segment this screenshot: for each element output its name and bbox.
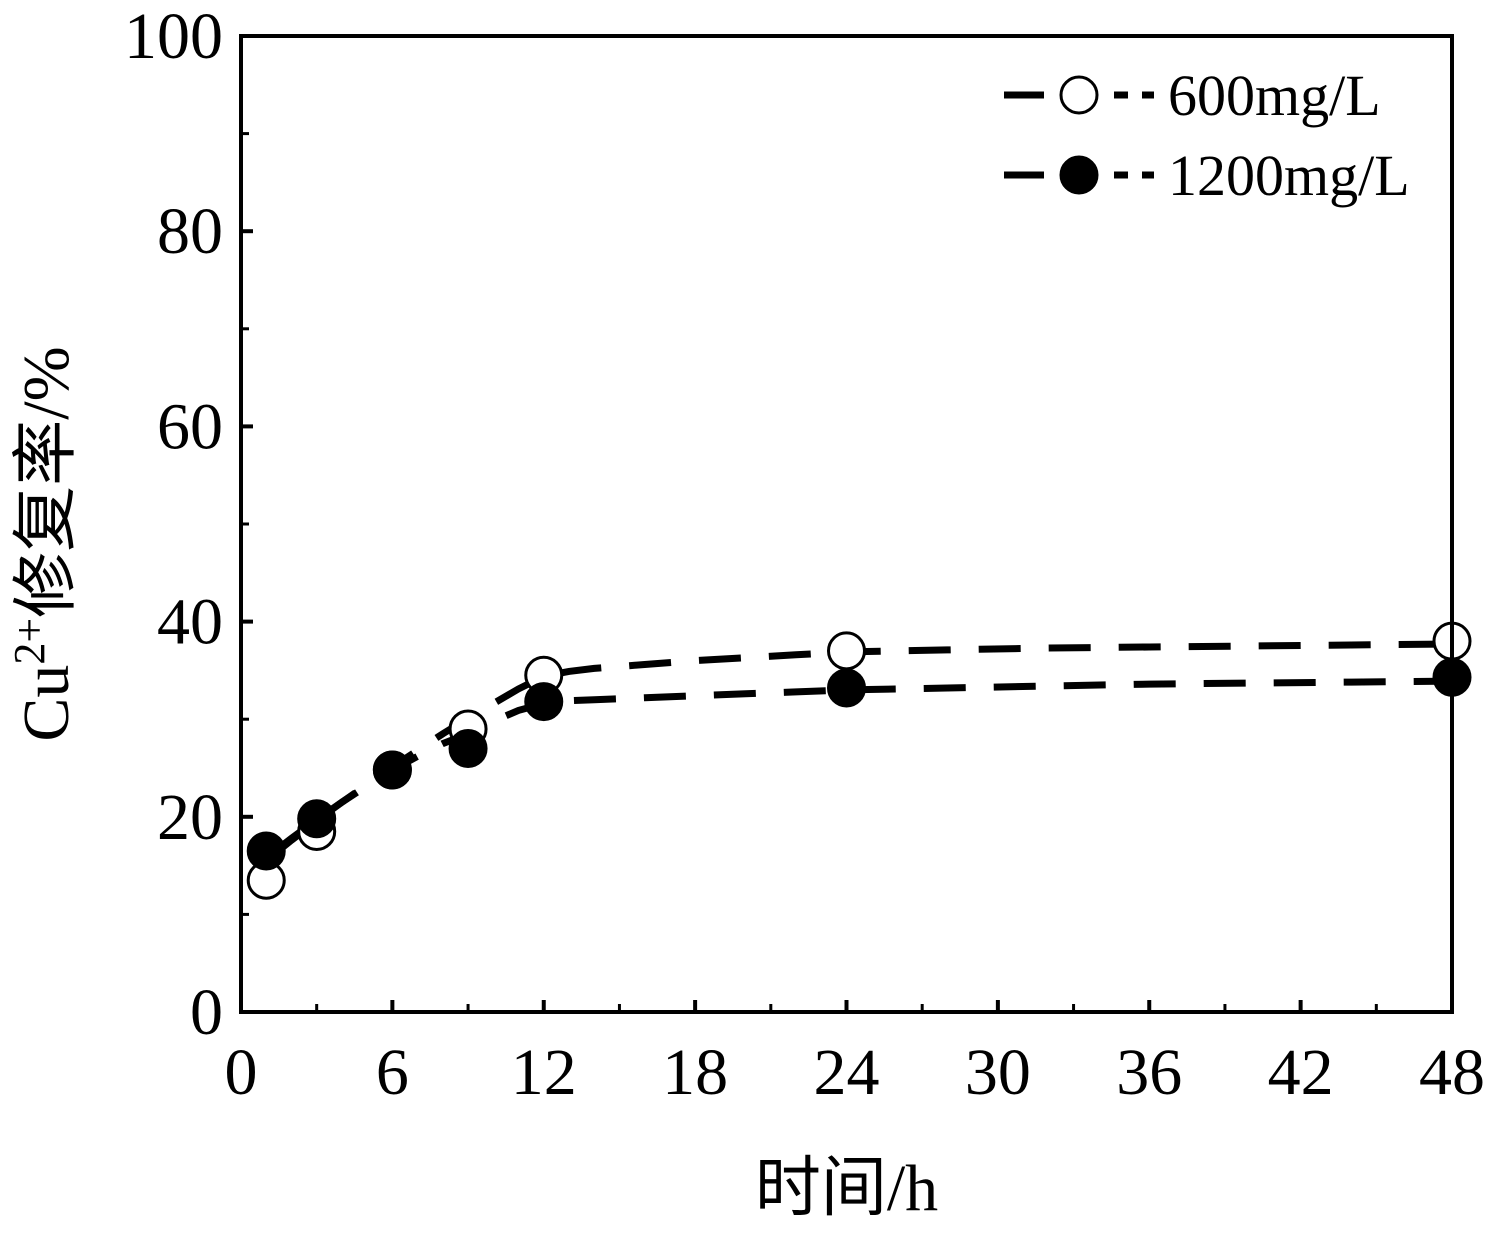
x-tick-label: 24 xyxy=(814,1036,880,1109)
x-tick-label: 48 xyxy=(1419,1036,1485,1109)
y-tick-label: 20 xyxy=(157,781,223,854)
y-tick-label: 60 xyxy=(157,390,223,463)
tick-labels-layer: 0 6 12 18 24 30 36 42 48 0 20 40 60 80 100 xyxy=(124,0,1485,1109)
fit-lines-layer xyxy=(263,640,1453,864)
x-axis-title: 时间/h xyxy=(755,1152,938,1225)
data-point-series-2 xyxy=(524,682,564,722)
data-point-series-2 xyxy=(297,799,337,839)
legend-marker xyxy=(1059,75,1099,115)
y-axis-title: Cu2+修复率/% xyxy=(5,346,84,741)
x-tick-label: 0 xyxy=(225,1036,258,1109)
y-tick-label: 100 xyxy=(124,0,223,73)
y-tick-label: 80 xyxy=(157,195,223,268)
x-tick-label: 36 xyxy=(1116,1036,1182,1109)
y-tick-label: 40 xyxy=(157,586,223,659)
data-point-series-2 xyxy=(372,750,412,790)
data-point-series-2 xyxy=(246,831,286,871)
x-tick-label: 12 xyxy=(511,1036,577,1109)
y-tick-label: 0 xyxy=(190,976,223,1049)
y-axis-title-rest: 修复率/% xyxy=(10,346,83,617)
markers-layer xyxy=(246,621,1472,900)
legend-marker xyxy=(1059,155,1099,195)
data-point-series-2 xyxy=(448,728,488,768)
x-tick-label: 6 xyxy=(376,1036,409,1109)
x-tick-label: 42 xyxy=(1268,1036,1334,1109)
ticks-layer xyxy=(239,34,1454,1014)
fit-line-series-2 xyxy=(264,677,1453,861)
data-point-series-2 xyxy=(827,668,866,708)
legend-label: 600mg/L xyxy=(1168,63,1381,128)
y-axis-title-superscript: 2+ xyxy=(5,618,54,665)
x-tick-label: 30 xyxy=(965,1036,1031,1109)
data-point-series-1 xyxy=(827,631,866,671)
legend: 600mg/L 1200mg/L xyxy=(1004,63,1410,208)
y-axis-title-main: Cu xyxy=(10,665,83,742)
legend-label: 1200mg/L xyxy=(1168,143,1410,208)
x-tick-label: 18 xyxy=(662,1036,728,1109)
fit-line-series-1 xyxy=(263,640,1453,864)
